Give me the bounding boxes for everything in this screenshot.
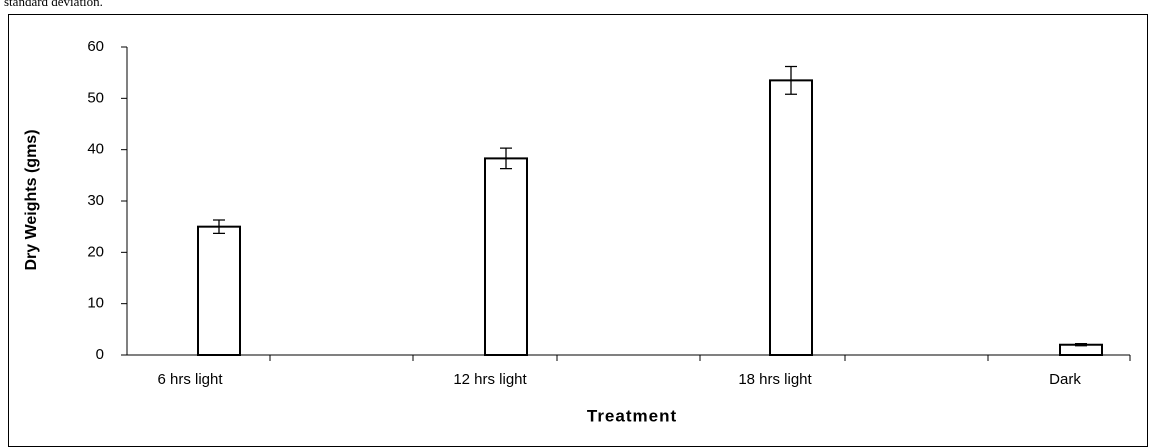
error-bar (785, 65, 797, 95)
bar (197, 225, 241, 356)
y-tick-label: 30 (87, 192, 104, 209)
y-tick-label: 40 (87, 141, 104, 158)
error-bar (1075, 343, 1087, 347)
y-tick-label: 50 (87, 89, 104, 106)
error-bar (213, 219, 225, 234)
x-tick-label: 12 hrs light (453, 371, 527, 388)
y-tick-label: 60 (87, 38, 104, 55)
x-tick-label: 6 hrs light (157, 371, 223, 388)
error-bar (500, 147, 512, 170)
bar (484, 157, 528, 356)
bar (769, 79, 813, 356)
x-axis-title: Treatment (587, 406, 677, 425)
y-tick-label: 20 (87, 243, 104, 260)
x-tick-label: 18 hrs light (738, 371, 812, 388)
x-tick-label: Dark (1049, 371, 1081, 388)
y-tick-label: 0 (96, 346, 104, 363)
y-axis-title: Dry Weights (gms) (23, 129, 40, 270)
caption: standard deviation. (4, 0, 103, 9)
y-tick-label: 10 (87, 295, 104, 312)
